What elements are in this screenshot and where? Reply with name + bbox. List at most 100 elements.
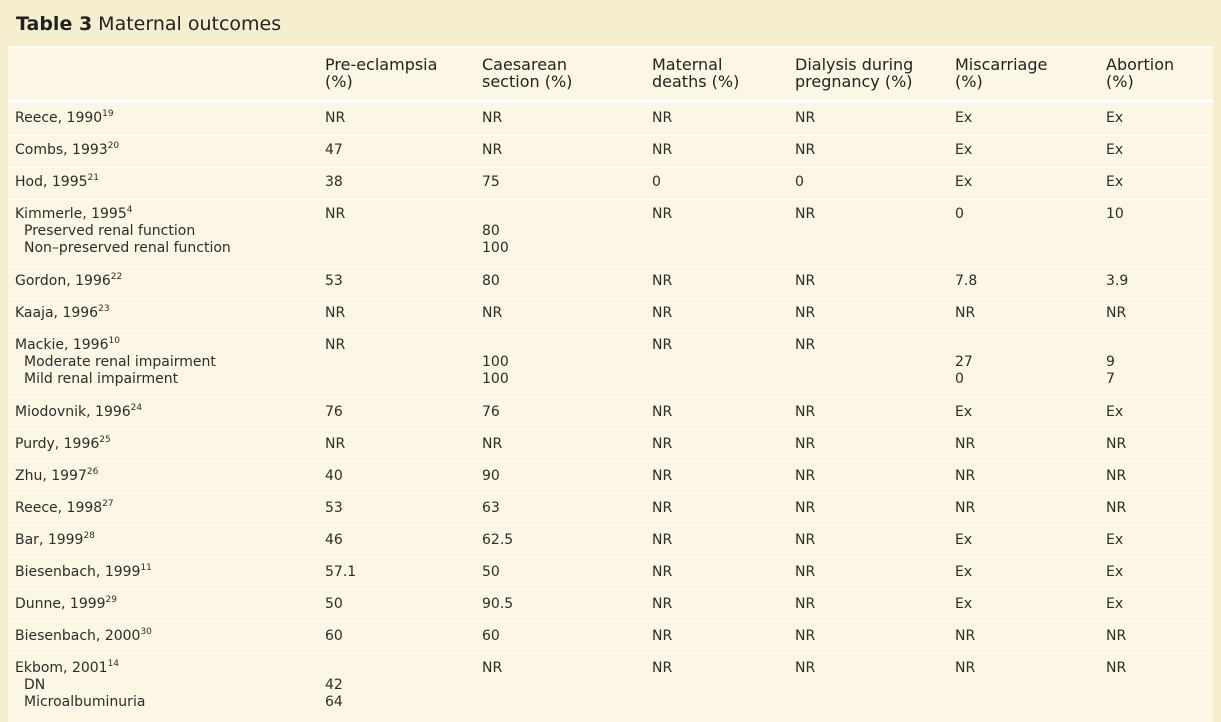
cell-value: NR: [652, 564, 673, 580]
cell-value: Ex: [1106, 596, 1124, 612]
reference: 14: [107, 659, 120, 669]
cell-value: NR: [482, 305, 503, 321]
cell-value: 53: [325, 273, 343, 289]
cell-value: NR: [652, 110, 673, 126]
cell-value: 64: [325, 694, 343, 710]
study-text: Hod, 1995: [15, 174, 88, 190]
cell-value: NR: [1106, 436, 1127, 452]
cell-value: Ex: [955, 110, 973, 126]
cell-value: Ex: [1106, 110, 1124, 126]
column-header: (%): [325, 72, 353, 91]
column-header: pregnancy (%): [795, 72, 913, 91]
cell-value: NR: [482, 660, 503, 676]
study-text: Kimmerle, 1995: [15, 206, 127, 222]
cell-value: NR: [652, 596, 673, 612]
cell-value: 50: [325, 596, 343, 612]
study-name: Biesenbach, 200030: [15, 628, 152, 645]
reference: 28: [83, 531, 95, 541]
column-header: deaths (%): [652, 72, 740, 91]
row-rule: [8, 429, 1213, 430]
cell-value: NR: [795, 500, 816, 516]
reference: 27: [102, 499, 114, 509]
cell-value: Ex: [1106, 532, 1124, 548]
row-rule: [8, 525, 1213, 526]
cell-value: NR: [795, 564, 816, 580]
cell-value: NR: [1106, 500, 1127, 516]
cell-value: NR: [795, 142, 816, 158]
study-text: Kaaja, 1996: [15, 305, 99, 321]
cell-value: 90: [482, 468, 500, 484]
study-text: Bar, 1999: [15, 532, 84, 548]
row-rule: [8, 330, 1213, 331]
cell-value: NR: [652, 468, 673, 484]
cell-value: NR: [325, 436, 346, 452]
row-rule: [8, 298, 1213, 299]
row-rule: [8, 493, 1213, 494]
cell-value: 0: [955, 206, 964, 222]
reference: 23: [98, 304, 110, 314]
cell-value: 100: [482, 354, 509, 370]
cell-value: NR: [482, 110, 503, 126]
cell-value: NR: [795, 660, 816, 676]
study-name: Combs, 199320: [15, 142, 119, 159]
table: Pre-eclampsia (%) Caesarean section (%) Mate…: [8, 46, 1213, 722]
cell-value: NR: [1106, 305, 1127, 321]
reference: 30: [140, 627, 152, 637]
column-header: Caesarean: [482, 55, 567, 74]
cell-value: NR: [325, 305, 346, 321]
cell-value: NR: [652, 532, 673, 548]
cell-value: NR: [325, 206, 346, 222]
cell-value: NR: [652, 436, 673, 452]
cell-value: 60: [482, 628, 500, 644]
cell-value: 0: [955, 371, 964, 387]
subgroup-label: Moderate renal impairment: [24, 354, 216, 370]
table-label: Table 3: [16, 13, 93, 35]
study-name: Reece, 199019: [15, 110, 114, 127]
column-header: section (%): [482, 72, 573, 91]
cell-value: 100: [482, 240, 509, 256]
study-name: Ekbom, 200114: [15, 660, 119, 677]
cell-value: NR: [652, 404, 673, 420]
cell-value: Ex: [955, 174, 973, 190]
subgroup-label: Mild renal impairment: [24, 371, 179, 387]
cell-value: NR: [955, 660, 976, 676]
cell-value: 7.8: [955, 273, 978, 289]
reference: 22: [110, 272, 123, 282]
cell-value: NR: [955, 305, 976, 321]
study-name: Mackie, 199610: [15, 337, 120, 354]
column-header: Miscarriage: [955, 55, 1048, 74]
study-name: Hod, 199521: [15, 174, 99, 191]
cell-value: 76: [325, 404, 343, 420]
cell-value: 40: [325, 468, 343, 484]
cell-value: NR: [652, 337, 673, 353]
cell-value: NR: [795, 206, 816, 222]
cell-value: NR: [1106, 660, 1127, 676]
cell-value: NR: [795, 337, 816, 353]
cell-value: NR: [795, 404, 816, 420]
cell-value: 80: [482, 273, 500, 289]
study-text: Reece, 1990: [15, 110, 103, 126]
study-text: Biesenbach, 2000: [15, 628, 141, 644]
column-header: (%): [1106, 72, 1134, 91]
cell-value: 63: [482, 500, 500, 516]
study-name: Zhu, 199726: [15, 468, 98, 485]
cell-value: 47: [325, 142, 343, 158]
cell-value: 100: [482, 371, 509, 387]
reference: 29: [105, 595, 117, 605]
column-header: (%): [955, 72, 983, 91]
cell-value: 38: [325, 174, 343, 190]
cell-value: NR: [652, 660, 673, 676]
cell-value: Ex: [1106, 174, 1124, 190]
cell-value: 0: [652, 174, 661, 190]
study-name: Kimmerle, 19954: [15, 206, 132, 223]
reference: 11: [140, 563, 152, 573]
row-rule: [8, 557, 1213, 558]
study-name: Gordon, 199622: [15, 273, 122, 290]
cell-value: 57.1: [325, 564, 357, 580]
cell-value: NR: [1106, 628, 1127, 644]
study-name: Biesenbach, 199911: [15, 564, 152, 581]
cell-value: NR: [482, 436, 503, 452]
study-text: Ekbom, 2001: [15, 660, 108, 676]
reference: 10: [108, 336, 120, 346]
